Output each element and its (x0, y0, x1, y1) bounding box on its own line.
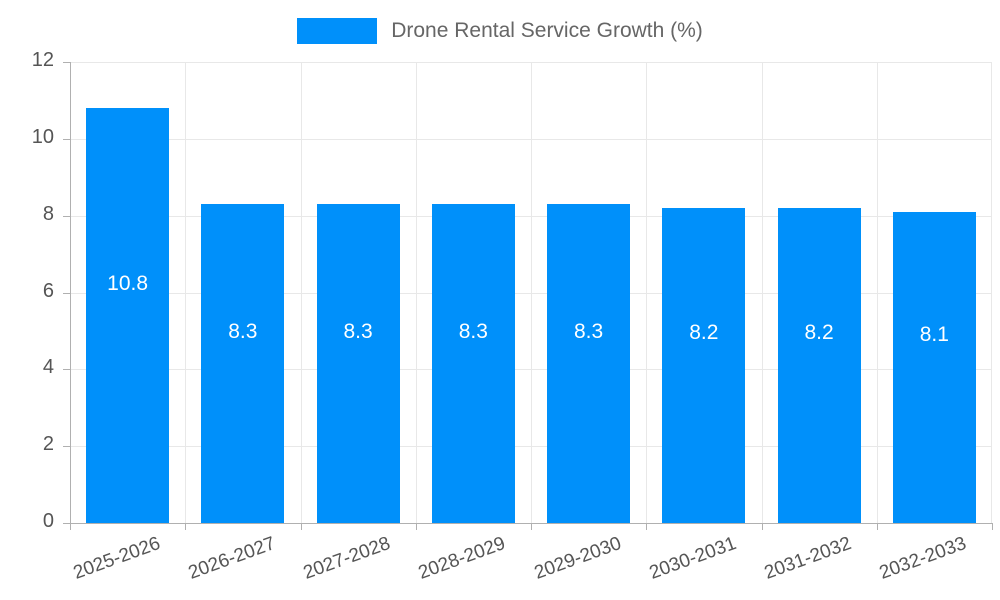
x-gridline (646, 62, 648, 523)
x-tick-mark (70, 523, 71, 530)
y-tick-label: 10 (31, 125, 54, 148)
x-gridline (300, 62, 302, 523)
x-tick-label: 2031-2032 (761, 533, 855, 584)
x-tick-mark (761, 523, 763, 530)
y-tick-label: 8 (42, 202, 54, 225)
y-tick-label: 2 (42, 433, 54, 456)
x-gridline (185, 62, 187, 523)
x-tick-label: 2030-2031 (646, 533, 740, 584)
legend-item-drone-rental-service-growth[interactable]: Drone Rental Service Growth (%) (297, 18, 703, 44)
y-tick-mark (63, 215, 70, 217)
legend-label: Drone Rental Service Growth (%) (391, 19, 703, 42)
y-tick-mark (63, 369, 70, 371)
bar[interactable] (86, 108, 170, 523)
bar-value-label: 10.8 (107, 271, 149, 295)
bar[interactable] (316, 204, 400, 523)
bar-value-label: 8.3 (343, 319, 373, 343)
x-tick-mark (876, 523, 878, 530)
y-tick-label: 4 (42, 356, 54, 379)
x-tick-mark (531, 523, 532, 530)
x-tick-label: 2029-2030 (531, 533, 624, 584)
x-tick-label: 2026-2027 (185, 533, 279, 584)
y-axis-spine (70, 62, 71, 524)
x-gridline (761, 62, 763, 523)
bar[interactable] (777, 207, 861, 523)
bar-value-label: 8.3 (574, 319, 604, 343)
x-tick-label: 2027-2028 (300, 533, 394, 584)
bar[interactable] (201, 204, 285, 523)
x-tick-mark (415, 523, 417, 530)
bar[interactable] (547, 204, 631, 523)
y-tick-label: 12 (31, 49, 54, 71)
x-tick-mark (185, 523, 187, 530)
y-tick-mark (63, 523, 70, 524)
x-tick-label: 2032-2033 (876, 533, 970, 584)
x-gridline (415, 62, 417, 523)
y-tick-mark (63, 138, 70, 140)
x-gridline (531, 62, 532, 523)
y-tick-mark (63, 62, 70, 63)
x-tick-label: 2025-2026 (70, 533, 163, 584)
bar[interactable] (892, 211, 976, 523)
x-gridline (876, 62, 878, 523)
bar-value-label: 8.2 (804, 321, 834, 345)
bar-value-label: 8.3 (458, 319, 488, 343)
x-tick-mark (992, 523, 993, 530)
bar[interactable] (431, 204, 515, 523)
x-tick-mark (300, 523, 302, 530)
y-tick-mark (63, 446, 70, 448)
y-tick-label: 6 (42, 279, 54, 302)
bar-value-label: 8.3 (228, 319, 258, 343)
y-tick-label: 0 (42, 510, 54, 532)
x-tick-mark (646, 523, 648, 530)
chart-legend: Drone Rental Service Growth (%) (0, 12, 1000, 50)
bar-value-label: 8.1 (919, 323, 949, 347)
plot-area: 10.8 8.3 8.3 8.3 8.3 8.2 8.2 8.1 (70, 62, 992, 524)
x-tick-label: 2028-2029 (415, 533, 509, 584)
y-tick-mark (63, 292, 70, 294)
legend-color-swatch-icon (297, 18, 378, 44)
bar[interactable] (662, 207, 746, 523)
bar-value-label: 8.2 (689, 321, 719, 345)
